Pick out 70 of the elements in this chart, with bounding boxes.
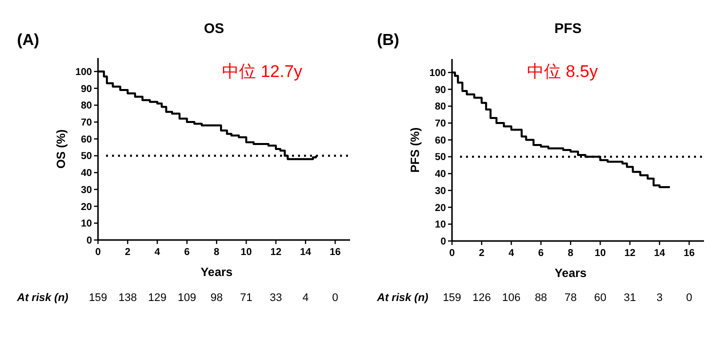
y-tick-label: 20 [434, 202, 446, 214]
x-tick-label: 14 [654, 248, 666, 259]
text: 98 [210, 292, 223, 304]
text: 129 [148, 292, 166, 304]
x-tick-label: 2 [478, 248, 485, 259]
text: 60 [594, 292, 606, 304]
x-tick-label: 4 [154, 247, 161, 258]
chart-title: PFS [554, 20, 582, 36]
y-tick-label: 90 [434, 84, 446, 96]
y-tick-label: 50 [80, 151, 92, 162]
y-tick-label: 10 [434, 220, 446, 231]
text: 4 [302, 292, 309, 304]
text: 71 [240, 292, 252, 304]
y-tick-label: 0 [440, 236, 446, 248]
y-tick-label: 30 [434, 186, 446, 197]
text: 0 [332, 292, 338, 304]
y-tick-label: 30 [80, 184, 92, 196]
chart-title: OS [204, 20, 224, 36]
annotation: 中位 12.7y [222, 62, 303, 81]
y-tick-label: 60 [80, 134, 92, 146]
y-tick-label: 40 [80, 168, 92, 180]
x-tick-label: 0 [449, 248, 456, 259]
x-tick-label: 10 [240, 247, 252, 258]
x-axis-title: Years [200, 265, 233, 279]
text: 138 [118, 292, 137, 304]
text: 159 [88, 292, 108, 304]
y-tick-label: 80 [80, 100, 92, 112]
x-tick-label: 4 [508, 248, 515, 259]
y-tick-label: 100 [75, 66, 92, 78]
x-tick-label: 8 [214, 247, 220, 258]
y-tick-label: 20 [80, 202, 92, 213]
y-tick-label: 10 [80, 218, 92, 230]
y-axis-title: OS (%) [54, 129, 68, 169]
x-tick-label: 6 [184, 247, 190, 258]
text: 126 [472, 292, 491, 304]
text: 109 [178, 292, 196, 304]
x-tick-label: 8 [568, 248, 574, 259]
x-tick-label: 6 [538, 248, 544, 259]
x-tick-label: 14 [300, 247, 312, 258]
text: (A) [17, 32, 40, 49]
y-tick-label: 80 [434, 102, 446, 113]
annotation: 中位 8.5y [527, 62, 598, 81]
x-tick-label: 2 [124, 247, 131, 258]
y-tick-label: 40 [434, 169, 446, 180]
x-tick-label: 12 [624, 248, 636, 259]
y-tick-label: 100 [429, 68, 446, 79]
text: 3 [656, 292, 663, 304]
x-tick-label: 16 [684, 248, 696, 259]
x-tick-label: 0 [95, 247, 102, 258]
x-tick-label: 16 [330, 247, 342, 258]
y-tick-label: 60 [434, 135, 446, 146]
text: 0 [686, 292, 692, 304]
y-tick-label: 90 [80, 84, 92, 95]
y-tick-label: 50 [434, 152, 446, 164]
x-axis-title: Years [554, 266, 587, 280]
y-tick-label: 70 [434, 118, 446, 130]
x-tick-label: 12 [270, 247, 282, 258]
text: 106 [502, 292, 520, 304]
y-axis-title: PFS (%) [408, 127, 422, 173]
x-tick-label: 10 [594, 248, 606, 259]
y-tick-label: 0 [86, 236, 92, 246]
text: At risk (n) [376, 292, 429, 304]
y-tick-label: 70 [80, 118, 92, 129]
text: 78 [564, 292, 577, 304]
text: 33 [270, 292, 282, 304]
text: At risk (n) [16, 292, 69, 304]
text: 31 [624, 292, 636, 304]
text: 88 [534, 292, 548, 304]
text: 159 [442, 292, 462, 304]
text: (B) [377, 32, 400, 49]
